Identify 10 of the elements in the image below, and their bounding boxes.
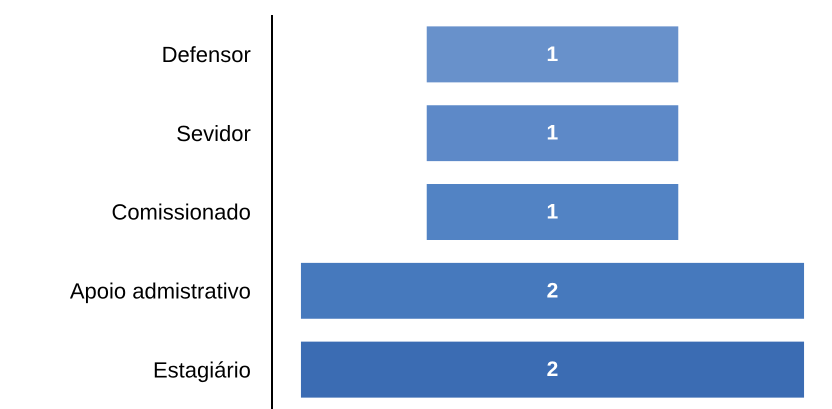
data-label: 1	[546, 42, 559, 66]
category-label: Defensor	[162, 42, 251, 68]
data-label: 2	[546, 279, 558, 302]
category-label: Sevidor	[176, 120, 251, 146]
data-label: 1	[546, 122, 559, 145]
category-label: Estagiário	[153, 357, 251, 382]
data-label: 2	[546, 358, 558, 382]
category-label: Apoio admistrativo	[70, 278, 251, 304]
data-label: 1	[546, 200, 559, 224]
category-label: Comissionado	[111, 200, 251, 225]
